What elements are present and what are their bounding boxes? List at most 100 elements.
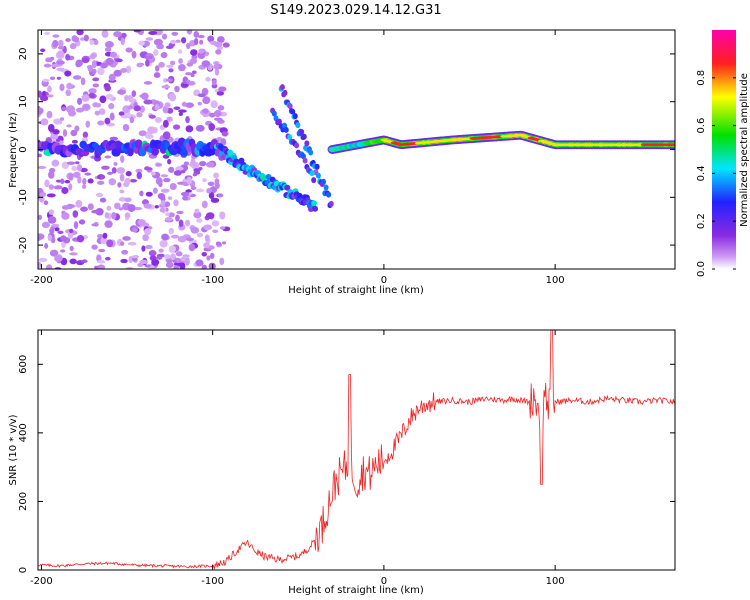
noise-blob: [144, 228, 152, 236]
steep-feature-blob: [290, 108, 296, 115]
noise-blob: [153, 72, 161, 79]
noise-blob: [164, 102, 171, 108]
steep-feature-blob: [311, 177, 317, 184]
noise-blob: [90, 53, 96, 60]
noise-blob: [70, 129, 78, 137]
noise-blob: [196, 218, 203, 223]
noise-blob: [199, 39, 204, 45]
noise-blob: [94, 110, 100, 116]
noise-blob: [124, 177, 131, 185]
noise-blob: [100, 237, 108, 245]
noise-blob: [56, 76, 62, 80]
noise-blob: [72, 210, 79, 218]
snr-ytick-label: 600: [18, 355, 29, 374]
noise-blob: [163, 177, 171, 183]
noise-blob: [160, 174, 169, 178]
noise-blob: [163, 254, 171, 260]
noise-blob: [75, 107, 85, 113]
noise-blob: [192, 173, 197, 177]
noise-blob: [217, 119, 225, 124]
noise-blob: [176, 210, 184, 215]
noise-blob: [54, 254, 63, 263]
noise-blob: [117, 89, 126, 95]
noise-blob: [45, 264, 53, 269]
descending-track-blob: [312, 205, 319, 212]
noise-blob: [69, 252, 78, 256]
snr-frame: [37, 329, 676, 571]
noise-blob: [170, 39, 176, 45]
noise-blob: [92, 83, 100, 88]
descending-track-blob: [311, 200, 318, 207]
noise-blob: [215, 49, 222, 55]
noise-blob: [207, 35, 215, 43]
noise-blob: [44, 243, 49, 249]
noise-blob: [159, 239, 168, 248]
noise-blob: [120, 155, 125, 163]
noise-blob: [59, 117, 65, 121]
noise-blob: [166, 107, 174, 114]
noise-blob: [66, 161, 76, 165]
noise-blob: [209, 186, 218, 194]
noise-blob: [43, 63, 52, 68]
noise-blob: [185, 115, 190, 124]
steep-feature-blob: [304, 140, 310, 147]
noise-blob: [104, 256, 111, 261]
figure-title: S149.2023.029.14.12.G31: [270, 3, 441, 18]
noise-blob: [156, 256, 163, 260]
noise-blob: [48, 171, 55, 179]
noise-blob: [169, 183, 177, 191]
noise-blob: [125, 171, 132, 177]
noise-blob: [153, 38, 163, 46]
noise-blob: [168, 245, 177, 254]
descending-track-blob: [296, 192, 303, 199]
noise-blob: [105, 93, 114, 100]
noise-blob: [97, 120, 105, 126]
noise-blob: [193, 37, 199, 46]
noise-blob: [116, 167, 126, 174]
noise-blob: [190, 73, 195, 78]
noise-blob: [143, 81, 153, 85]
steep-feature-blob: [287, 103, 293, 110]
noise-blob: [214, 178, 220, 185]
noise-blob: [154, 103, 160, 111]
noise-blob: [40, 118, 49, 126]
noise-blob: [55, 138, 61, 142]
noise-blob: [221, 241, 227, 245]
noise-blob: [89, 39, 95, 46]
steep-feature-blob: [287, 134, 293, 141]
noise-blob: [113, 31, 122, 38]
snr-xtick-label: 100: [546, 576, 565, 587]
noise-blob: [216, 91, 225, 96]
noise-blob: [170, 234, 180, 239]
noise-blob: [195, 259, 204, 267]
noise-blob: [38, 153, 42, 158]
noise-blob: [165, 78, 173, 82]
noise-blob: [145, 244, 153, 250]
noise-blob: [127, 241, 137, 246]
spectrogram-xtick-label: -100: [201, 275, 224, 286]
noise-blob: [185, 219, 191, 227]
noise-blob: [138, 40, 145, 46]
noise-blob: [47, 85, 52, 93]
noise-blob: [137, 219, 146, 226]
noise-blob: [64, 180, 71, 184]
noise-blob: [214, 41, 223, 48]
noise-blob: [65, 53, 70, 61]
noise-blob: [78, 220, 85, 225]
noise-blob: [143, 99, 153, 105]
noise-blob: [196, 188, 205, 193]
noise-blob: [219, 257, 225, 266]
noise-blob: [216, 36, 225, 44]
steep-feature-blob: [302, 157, 308, 164]
noise-blob: [48, 184, 55, 190]
noise-blob: [77, 97, 83, 105]
noise-blob: [71, 139, 78, 144]
noise-blob: [68, 110, 76, 117]
snr-xtick-label: 0: [381, 576, 387, 587]
noise-blob: [191, 70, 197, 74]
steep-feature-blob: [309, 170, 315, 177]
noise-blob: [154, 205, 159, 209]
steep-feature-blob: [308, 149, 314, 156]
noise-blob: [190, 226, 200, 234]
noise-blob: [117, 182, 122, 188]
